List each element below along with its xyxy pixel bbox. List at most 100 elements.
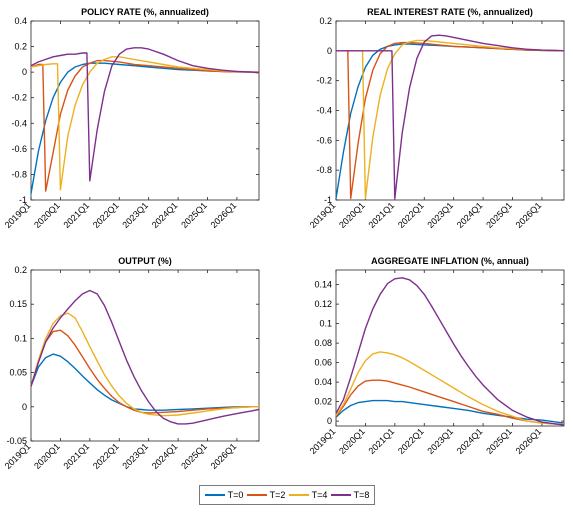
x-tick-label: 2020Q1 bbox=[337, 200, 367, 230]
x-tick-label: 2022Q1 bbox=[91, 200, 121, 230]
x-tick-label: 2022Q1 bbox=[91, 441, 121, 471]
x-tick-label: 2021Q1 bbox=[62, 441, 92, 471]
chart-title: AGGREGATE INFLATION (%, annual) bbox=[371, 256, 529, 266]
x-tick-label: 2023Q1 bbox=[120, 200, 150, 230]
y-tick-label: 0.12 bbox=[314, 299, 332, 309]
legend-entry-t0: T=0 bbox=[204, 490, 244, 500]
y-tick-label: -0.4 bbox=[11, 118, 27, 128]
legend-label-t4: T=4 bbox=[311, 490, 328, 500]
y-tick-label: 0.14 bbox=[314, 280, 332, 290]
y-tick-label: 0.4 bbox=[14, 16, 27, 26]
x-tick-label: 2025Q1 bbox=[484, 426, 514, 456]
x-tick-label: 2020Q1 bbox=[32, 200, 62, 230]
y-tick-label: -0.8 bbox=[316, 165, 332, 175]
x-tick-label: 2024Q1 bbox=[150, 200, 180, 230]
y-tick-label: 0.2 bbox=[14, 265, 27, 275]
series-line-t8 bbox=[335, 277, 565, 426]
x-tick-label: 2021Q1 bbox=[367, 200, 397, 230]
x-tick-label: 2019Q1 bbox=[308, 426, 338, 456]
y-tick-label: -1 bbox=[324, 195, 332, 205]
y-tick-label: 0.08 bbox=[314, 338, 332, 348]
axes-box bbox=[335, 20, 565, 201]
legend-swatch-t0 bbox=[204, 494, 225, 496]
series-line-t4 bbox=[335, 351, 564, 425]
x-tick-label: 2023Q1 bbox=[120, 441, 150, 471]
chart-title: REAL INTEREST RATE (%, annualized) bbox=[367, 7, 533, 17]
x-tick-label: 2019Q1 bbox=[308, 200, 338, 230]
series-line-t4 bbox=[30, 312, 259, 417]
axes-box bbox=[30, 269, 260, 442]
axes-box bbox=[335, 269, 565, 427]
x-tick-label: 2026Q1 bbox=[514, 200, 544, 230]
x-tick-label: 2022Q1 bbox=[396, 426, 426, 456]
axes-box bbox=[30, 20, 260, 201]
x-tick-label: 2025Q1 bbox=[484, 200, 514, 230]
chart-panel-3: AGGREGATE INFLATION (%, annual) 0 0.02 0.04… bbox=[308, 256, 565, 456]
legend-entry-t8: T=8 bbox=[330, 490, 370, 500]
y-tick-label: 0 bbox=[22, 402, 27, 412]
x-tick-label: 2023Q1 bbox=[425, 426, 455, 456]
y-tick-label: 0.15 bbox=[9, 299, 27, 309]
x-tick-label: 2019Q1 bbox=[3, 200, 33, 230]
y-tick-label: 0.2 bbox=[319, 16, 332, 26]
x-tick-label: 2025Q1 bbox=[179, 200, 209, 230]
series-line-t8 bbox=[336, 34, 565, 200]
x-tick-label: 2021Q1 bbox=[62, 200, 92, 230]
legend-label-t0: T=0 bbox=[227, 490, 244, 500]
series-line-t0 bbox=[30, 62, 259, 194]
chart-title: OUTPUT (%) bbox=[118, 256, 172, 266]
y-tick-label: -0.2 bbox=[11, 93, 27, 103]
legend-swatch-t2 bbox=[246, 494, 267, 496]
x-tick-label: 2024Q1 bbox=[455, 200, 485, 230]
series-line-t4 bbox=[30, 56, 260, 191]
series-line-t0 bbox=[335, 43, 565, 199]
y-tick-label: -0.05 bbox=[6, 436, 27, 446]
y-tick-label: 0.06 bbox=[314, 358, 332, 368]
series-line-t4 bbox=[336, 39, 565, 200]
x-tick-label: 2026Q1 bbox=[209, 200, 239, 230]
y-tick-label: -0.2 bbox=[316, 76, 332, 86]
x-tick-label: 2025Q1 bbox=[179, 441, 209, 471]
y-tick-label: -0.6 bbox=[316, 135, 332, 145]
x-tick-label: 2020Q1 bbox=[337, 426, 367, 456]
legend-label-t2: T=2 bbox=[269, 490, 286, 500]
y-tick-label: 0.1 bbox=[14, 333, 27, 343]
series-line-t2 bbox=[30, 59, 259, 192]
legend-entry-t2: T=2 bbox=[246, 490, 286, 500]
x-tick-label: 2024Q1 bbox=[455, 426, 485, 456]
x-tick-label: 2024Q1 bbox=[150, 441, 180, 471]
series-line-t2 bbox=[336, 41, 564, 200]
y-tick-label: -0.6 bbox=[11, 144, 27, 154]
series-line-t0 bbox=[30, 353, 259, 411]
x-tick-label: 2022Q1 bbox=[396, 200, 426, 230]
y-tick-label: 0.1 bbox=[319, 319, 332, 329]
y-tick-label: 0.2 bbox=[14, 42, 27, 52]
x-tick-label: 2026Q1 bbox=[209, 441, 239, 471]
y-tick-label: -0.4 bbox=[316, 106, 332, 116]
x-tick-label: 2023Q1 bbox=[425, 200, 455, 230]
y-tick-label: 0 bbox=[327, 46, 332, 56]
legend-label-t8: T=8 bbox=[353, 490, 370, 500]
series-line-t2 bbox=[30, 329, 259, 414]
y-tick-label: 0 bbox=[327, 416, 332, 426]
series-line-t2 bbox=[335, 379, 564, 425]
legend-entry-t4: T=4 bbox=[288, 490, 328, 500]
y-tick-label: 0 bbox=[22, 67, 27, 77]
series-line-t8 bbox=[30, 289, 260, 425]
chart-panel-0: POLICY RATE (%, annualized) -1 -0.8 -0.6 -0.… bbox=[3, 7, 260, 230]
chart-panel-1: REAL INTEREST RATE (%, annualized) -1 -0.8… bbox=[308, 7, 565, 230]
series-line-t0 bbox=[335, 399, 565, 424]
x-tick-label: 2021Q1 bbox=[367, 426, 397, 456]
x-tick-label: 2020Q1 bbox=[32, 441, 62, 471]
chart-title: POLICY RATE (%, annualized) bbox=[81, 7, 209, 17]
legend: T=0 T=2 T=4 T=8 bbox=[199, 485, 375, 505]
series-line-t8 bbox=[30, 47, 260, 182]
y-tick-label: 0.04 bbox=[314, 377, 332, 387]
x-tick-label: 2026Q1 bbox=[514, 426, 544, 456]
y-tick-label: -1 bbox=[19, 195, 27, 205]
legend-swatch-t4 bbox=[288, 494, 309, 496]
legend-swatch-t8 bbox=[330, 494, 351, 496]
y-tick-label: -0.8 bbox=[11, 169, 27, 179]
